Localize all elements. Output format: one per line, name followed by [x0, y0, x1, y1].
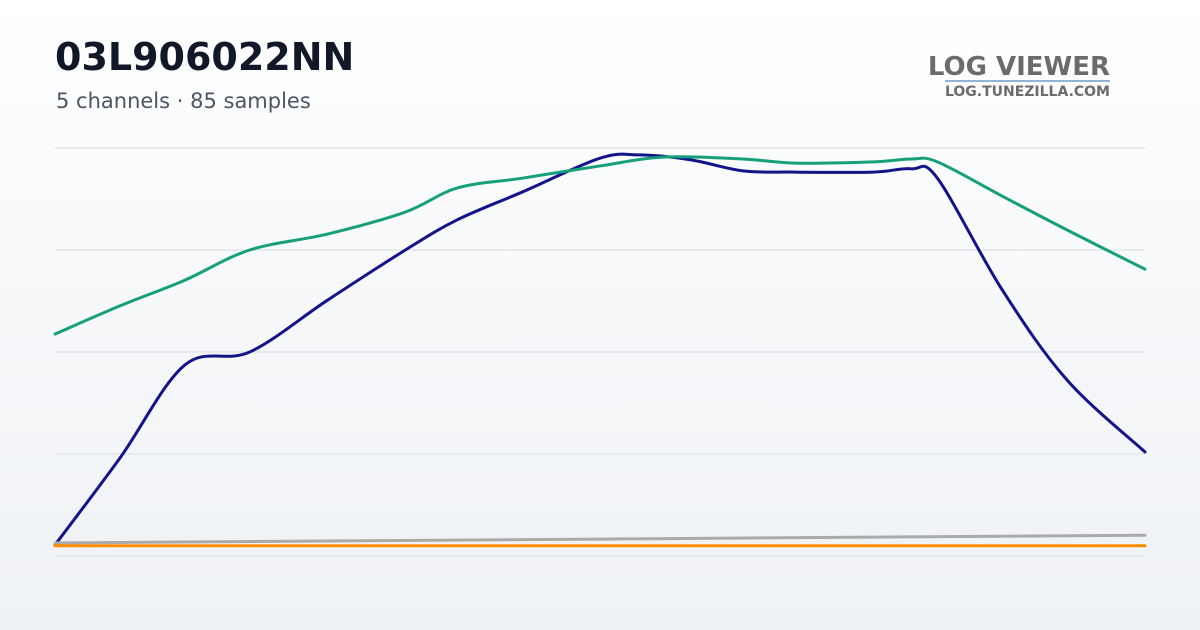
series-line — [53, 155, 1147, 336]
series-line — [53, 152, 1147, 547]
chart-subtitle: 5 channels · 85 samples — [56, 89, 311, 113]
chart-title: 03L906022NN — [55, 35, 354, 79]
brand-url: LOG.TUNEZILLA.COM — [945, 84, 1110, 100]
brand: LOG VIEWER — [928, 52, 1110, 82]
series-line — [53, 533, 1147, 545]
